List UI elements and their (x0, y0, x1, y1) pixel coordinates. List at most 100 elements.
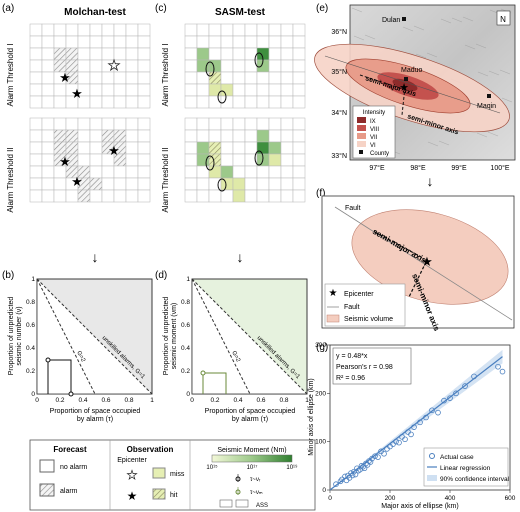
grid-cell (220, 189, 234, 203)
y-tick-label: 0 (322, 487, 326, 494)
grid-cell (208, 189, 222, 203)
grid-cell (196, 95, 210, 109)
grid-cell (280, 35, 294, 49)
y-tick-label: 100 (315, 439, 326, 446)
ellipse-icon (254, 52, 264, 68)
grid-cell (125, 153, 139, 167)
grid-cell (113, 23, 127, 37)
grid-cell (280, 47, 294, 61)
molchan-grid-threshold-2 (29, 117, 151, 203)
grid-cell (29, 35, 43, 49)
y-tick-label: 0.8 (26, 299, 35, 306)
grid-cell (208, 71, 222, 85)
y-tick-label: 0.2 (181, 368, 190, 375)
lon-tick: 99°E (451, 164, 467, 172)
grid-cell (89, 117, 103, 131)
data-point (367, 459, 374, 465)
grid-cell (232, 95, 246, 109)
star-miss-icon: ★ (108, 57, 121, 73)
grid-cell (65, 189, 79, 203)
terrain-stroke (501, 97, 513, 103)
fault-label: Fault (345, 205, 361, 212)
terrain-stroke (353, 35, 365, 41)
grid-cell (77, 71, 91, 85)
grid-cell (208, 177, 222, 191)
fault-line (324, 55, 501, 114)
grid-cell (256, 177, 270, 191)
data-point (364, 462, 371, 468)
grid-cell (113, 177, 127, 191)
panel-e-map: (e) ★ semi-major axis semi-minor axis Du… (314, 3, 516, 172)
grid-cell (89, 95, 103, 109)
grid-cell (196, 59, 210, 73)
grid-cell (29, 189, 43, 203)
terrain-stroke (451, 17, 463, 23)
grid-cell (208, 47, 222, 61)
grid-cell (29, 23, 43, 37)
grid-cell (113, 165, 127, 179)
data-point (499, 368, 506, 375)
x-tick-label: 0.2 (210, 397, 219, 404)
grid-cell (53, 177, 67, 191)
lon-tick: 97°E (369, 164, 385, 172)
data-point (408, 431, 414, 438)
data-point (423, 414, 429, 421)
legend-fault: Fault (344, 304, 360, 311)
grid-cell (280, 59, 294, 73)
grid-cell (292, 165, 306, 179)
terrain-stroke (438, 140, 450, 146)
grid-cell (41, 189, 55, 203)
star-hit-icon: ★ (71, 174, 83, 189)
key-tau-vr: τ~νᵣ (250, 477, 261, 483)
panel-a-title: Molchan-test (64, 7, 126, 18)
grid-cell (65, 129, 79, 143)
county-marker (402, 17, 406, 21)
grid-cell (53, 95, 67, 109)
grid-cell (137, 117, 151, 131)
grid-cell (89, 71, 103, 85)
terrain-stroke (499, 69, 511, 75)
grid-cell (113, 189, 127, 203)
cb-tick: 10¹⁵ (206, 464, 218, 471)
grid-cell (89, 141, 103, 155)
scatter-points (333, 363, 506, 488)
x-tick-label: 0.6 (101, 397, 110, 404)
grid-cell (89, 153, 103, 167)
y-tick-label: 1 (186, 276, 190, 283)
data-point (402, 436, 408, 443)
grid-cell (232, 35, 246, 49)
x-tick-label: 0 (190, 397, 194, 404)
grid-cell (292, 95, 306, 109)
data-point (349, 472, 356, 479)
grid-cell (29, 71, 43, 85)
key-tau-vm: τ~νₘ (250, 490, 263, 496)
sasm-trajectory (202, 372, 227, 394)
grid-cell (125, 71, 139, 85)
terrain-stroke (462, 16, 474, 22)
terrain-stroke (426, 52, 438, 58)
panel-d-plot: (d) unskilled alarms, G=1 G=2 Proportion… (155, 270, 309, 423)
key-ass: ASS (256, 503, 268, 509)
grid-cell (29, 95, 43, 109)
grid-cell (184, 95, 198, 109)
terrain-stroke (487, 131, 499, 137)
grid-cell (208, 141, 222, 155)
grid-cell (280, 189, 294, 203)
legend-actual: Actual case (440, 454, 474, 461)
grid-cell (232, 177, 246, 191)
grid-cell (292, 117, 306, 131)
grid-cell (101, 165, 115, 179)
grid-cell (113, 95, 127, 109)
x-tick-label: 1 (305, 397, 309, 404)
data-point (411, 424, 417, 430)
grid-cell (65, 35, 79, 49)
grid-cell (29, 177, 43, 191)
grid-cell (256, 129, 270, 143)
grid-cell (292, 35, 306, 49)
grid-cell (29, 165, 43, 179)
grid-cell (89, 129, 103, 143)
grid-cell (184, 59, 198, 73)
xlabel-b-2: by alarm (τ) (77, 416, 113, 423)
grid-cell (101, 117, 115, 131)
epicenter-star-icon: ★ (399, 82, 409, 94)
